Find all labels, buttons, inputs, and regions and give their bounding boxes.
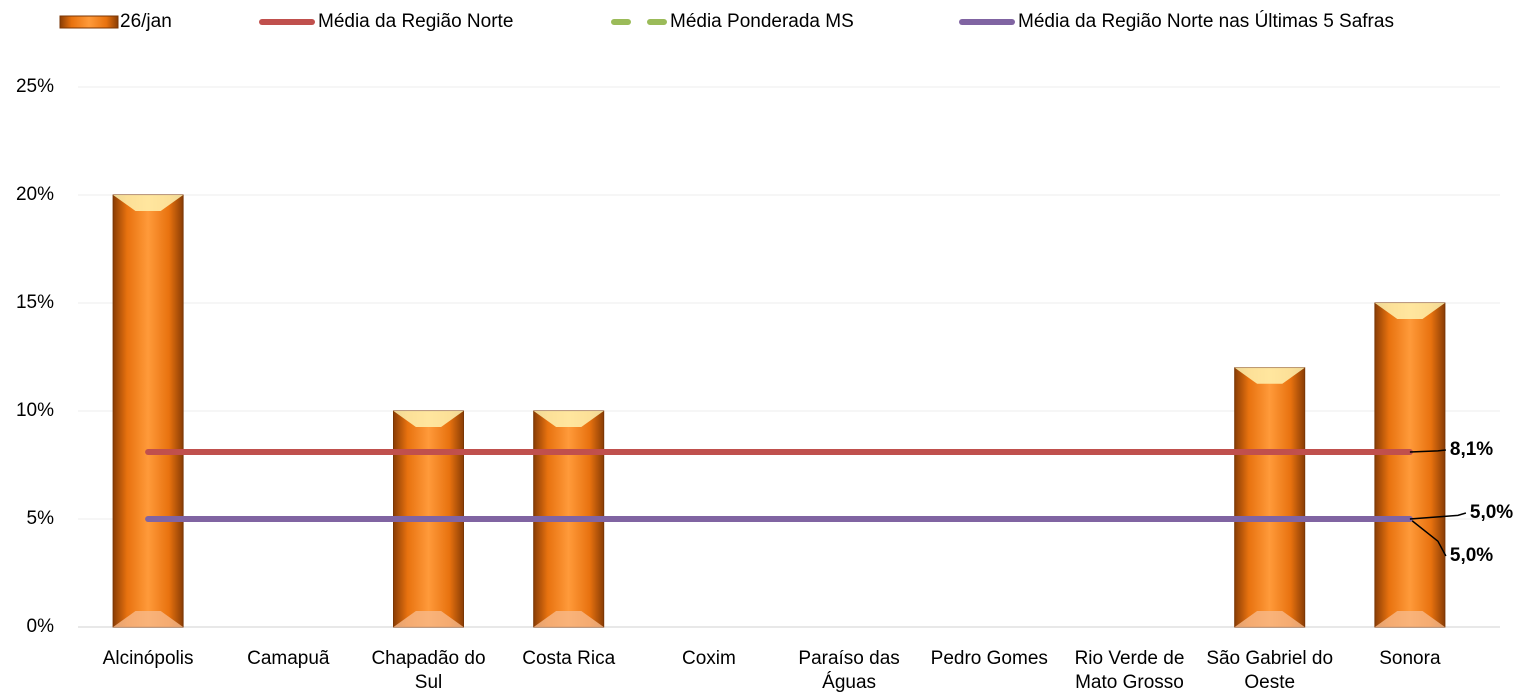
bar: [1234, 367, 1306, 628]
x-tick-label: Paraíso das Águas: [798, 648, 899, 693]
data-label: 5,0%: [1450, 545, 1493, 566]
bar: [1374, 302, 1446, 628]
x-tick-label: Pedro Gomes: [931, 648, 1048, 669]
bar-bevel: [113, 195, 184, 211]
y-tick-label: 0%: [27, 616, 55, 637]
bar-bevel: [1234, 367, 1305, 384]
legend-label: Média Ponderada MS: [670, 11, 854, 32]
legend-label: Média da Região Norte nas Últimas 5 Safr…: [1018, 10, 1394, 32]
y-tick-label: 10%: [16, 400, 54, 421]
x-tick-label: Alcinópolis: [103, 648, 194, 669]
x-tick-label: Camapuã: [247, 648, 330, 669]
y-tick-label: 15%: [16, 292, 54, 313]
x-tick-label: Chapadão do Sul: [371, 648, 485, 693]
data-label: 8,1%: [1450, 439, 1493, 460]
bar-bevel: [113, 611, 184, 627]
x-tick-label: Rio Verde de Mato Grosso: [1075, 648, 1185, 693]
x-tick-label: Coxim: [682, 648, 736, 669]
leader-line: [1409, 449, 1446, 453]
bar-bevel: [393, 411, 464, 427]
bar: [112, 194, 184, 628]
leader-line: [1409, 518, 1447, 557]
bar-bevel: [533, 411, 604, 427]
legend-label: 26/jan: [120, 11, 172, 32]
y-tick-label: 5%: [27, 508, 55, 529]
y-tick-label: 20%: [16, 184, 54, 205]
y-tick-label: 25%: [16, 76, 54, 97]
bar-bevel: [1374, 611, 1445, 627]
bar-group: [1234, 367, 1306, 628]
x-tick-label: São Gabriel do Oeste: [1206, 648, 1333, 693]
bar-bevel: [533, 611, 604, 627]
data-label: 5,0%: [1470, 502, 1513, 523]
legend-label: Média da Região Norte: [318, 11, 513, 32]
bar-bevel: [1234, 611, 1305, 627]
x-tick-label: Sonora: [1379, 648, 1441, 669]
legend-swatch: [59, 15, 119, 29]
x-tick-label: Costa Rica: [522, 648, 615, 669]
leader-line: [1409, 512, 1467, 520]
bar-group: [1374, 302, 1446, 628]
bar-bevel: [393, 611, 464, 627]
bar-group: [112, 194, 184, 628]
bar-bevel: [1374, 303, 1445, 319]
